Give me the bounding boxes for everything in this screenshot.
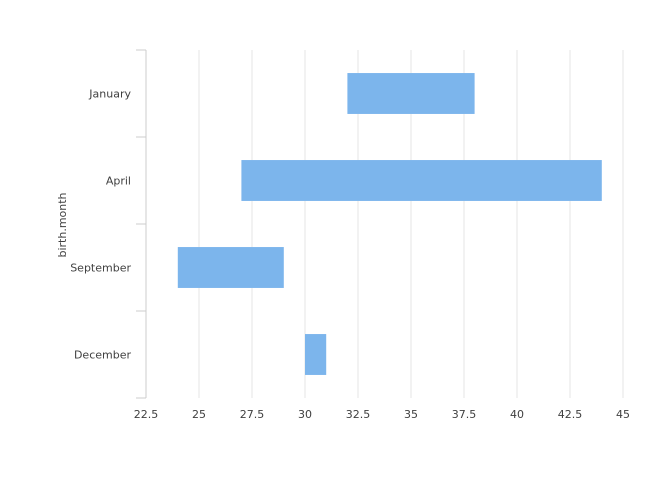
y-category-label: December [74,349,132,362]
x-tick-label: 37.5 [452,408,477,421]
y-category-label: January [88,88,131,101]
range-bar-december [305,334,327,375]
x-tick-label: 22.5 [134,408,159,421]
bars [177,73,602,375]
x-tick-label: 42.5 [558,408,583,421]
range-bar-september [177,247,284,288]
range-bar-january [347,73,475,114]
x-tick-label: 25 [192,408,206,421]
range-bar-april [241,160,602,201]
x-tick-label: 27.5 [240,408,265,421]
y-category-label: September [70,262,131,275]
x-tick-label: 30 [298,408,312,421]
y-axis-title: birth.month [56,192,69,257]
x-tick-label: 32.5 [346,408,371,421]
x-tick-label: 45 [616,408,630,421]
labels: 22.5 25 27.5 30 32.5 35 37.5 40 42.5 45 January Apr… [70,88,630,422]
x-tick-label: 35 [404,408,418,421]
y-category-label: April [106,175,131,188]
axes [136,49,147,399]
x-tick-label: 40 [510,408,524,421]
